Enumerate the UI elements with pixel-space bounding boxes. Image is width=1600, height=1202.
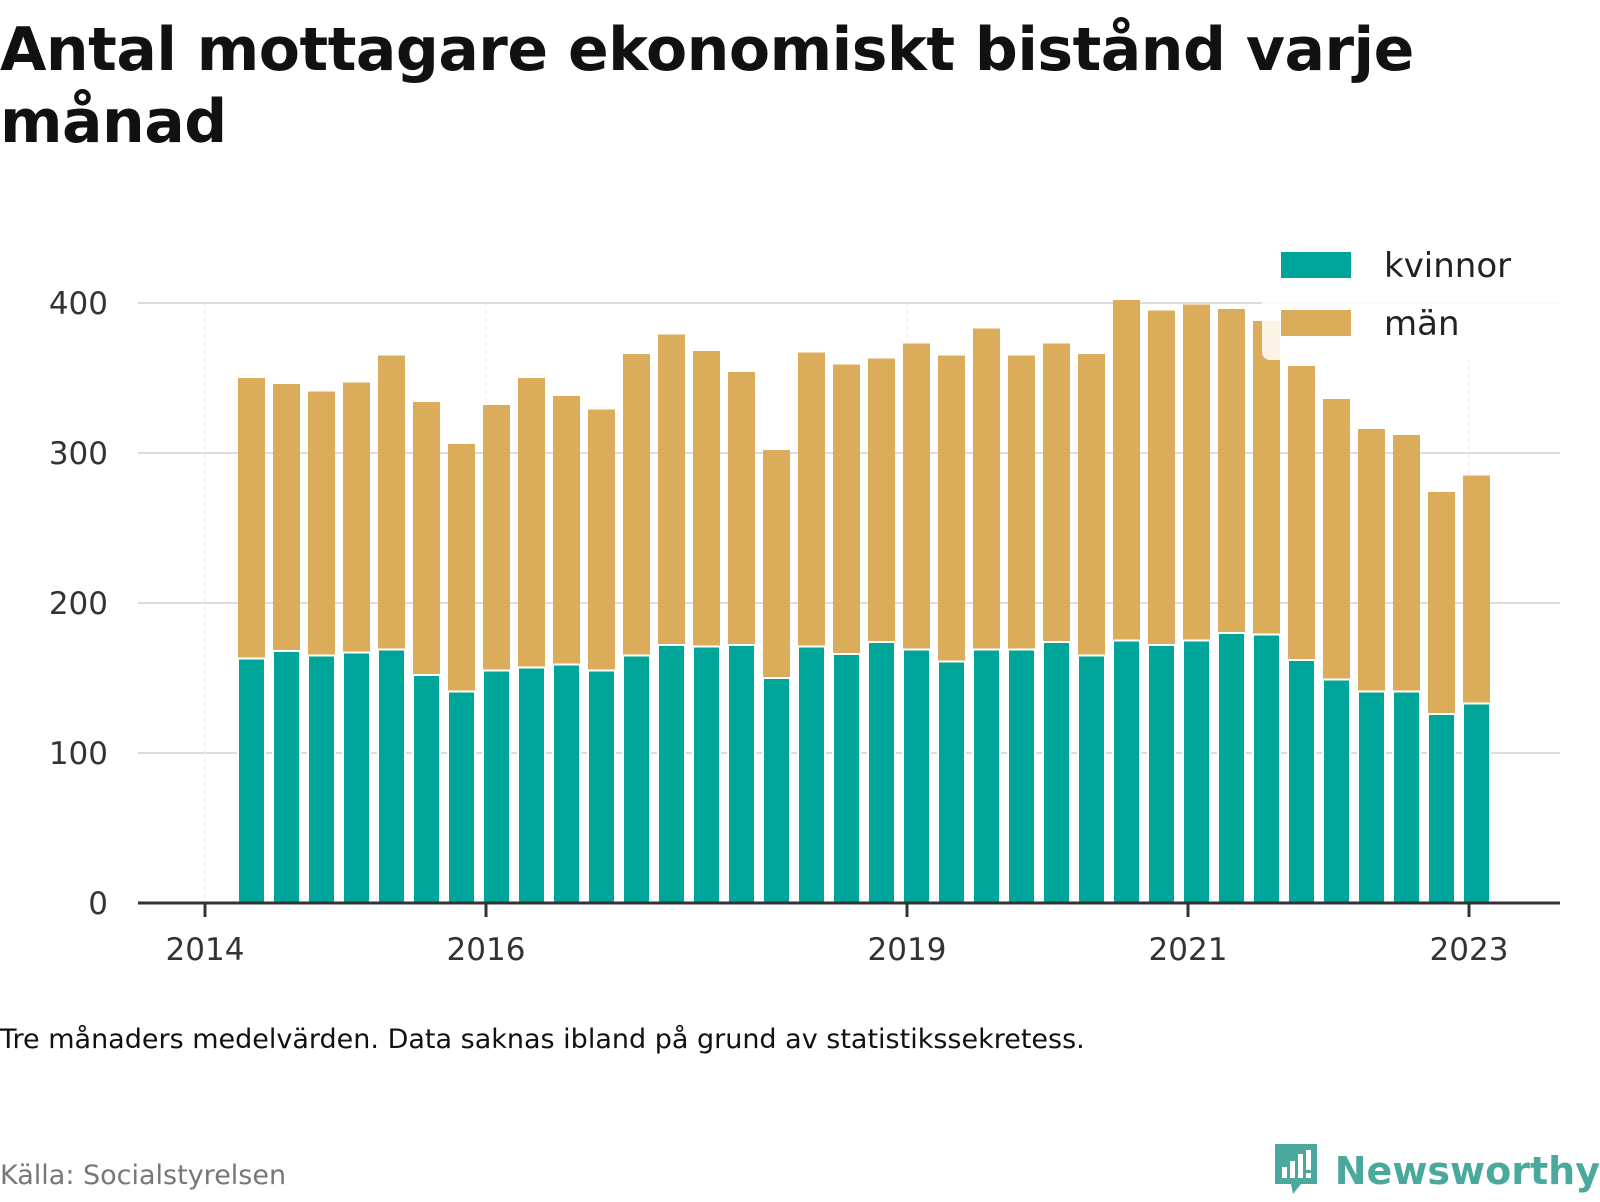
bar-man: [693, 351, 720, 647]
x-tick-label: 2019: [868, 932, 947, 968]
legend: kvinnor män: [1262, 240, 1562, 360]
bar-kvinnor: [867, 641, 896, 904]
bar-man: [623, 354, 650, 656]
brand-name: Newsworthy: [1334, 1149, 1600, 1193]
bar-man: [1428, 492, 1455, 714]
x-tick-label: 2016: [447, 932, 526, 968]
bar-man: [273, 384, 300, 651]
y-tick-label: 200: [49, 586, 108, 622]
bar-kvinnor: [1427, 713, 1456, 904]
bar-man: [903, 343, 930, 650]
legend-swatch-kvinnor: [1281, 252, 1351, 278]
bar-kvinnor: [1182, 639, 1211, 904]
x-tick-label: 2021: [1149, 932, 1228, 968]
bar-man: [1008, 355, 1035, 650]
bar-man: [588, 409, 615, 671]
bar-kvinnor: [657, 644, 686, 904]
bar-man: [308, 391, 335, 656]
bar-kvinnor: [342, 651, 371, 904]
bar-kvinnor: [1147, 644, 1176, 904]
bar-kvinnor: [1392, 690, 1421, 904]
brand-logo: Newsworthy: [1271, 1140, 1600, 1202]
bar-kvinnor: [377, 648, 406, 904]
bar-man: [938, 355, 965, 662]
bar-man: [1463, 475, 1490, 704]
bar-man: [658, 334, 685, 645]
bar-man: [763, 450, 790, 678]
bar-man: [1183, 304, 1210, 641]
bar-kvinnor: [797, 645, 826, 904]
bar-man: [1043, 343, 1070, 642]
newsworthy-logo-icon: [1271, 1140, 1321, 1202]
bar-man: [483, 405, 510, 671]
bar-man: [1148, 310, 1175, 645]
bar-man: [728, 372, 755, 645]
bar-man: [1393, 435, 1420, 692]
x-tick-label: 2023: [1430, 932, 1509, 968]
bar-kvinnor: [1322, 678, 1351, 904]
bar-kvinnor: [552, 663, 581, 904]
x-axis: 2014 2016 2019 2021 2023: [138, 901, 1560, 968]
bar-kvinnor: [237, 657, 266, 904]
legend-label-kvinnor: kvinnor: [1384, 246, 1511, 286]
bar-man: [833, 364, 860, 654]
bar-kvinnor: [622, 654, 651, 904]
bar-man: [868, 358, 895, 642]
x-tick-label: 2014: [166, 932, 245, 968]
bar-kvinnor: [412, 674, 441, 904]
bar-kvinnor: [937, 660, 966, 904]
bar-kvinnor: [1112, 639, 1141, 904]
bar-man: [553, 396, 580, 665]
bar-man: [1113, 300, 1140, 641]
bar-man: [1078, 354, 1105, 656]
bar-kvinnor: [1462, 702, 1491, 904]
bar-man: [1218, 309, 1245, 633]
bar-man: [518, 378, 545, 668]
bar-man: [1358, 429, 1385, 692]
y-axis-ticks: 0 100 200 300 400: [49, 286, 108, 922]
chart-title: Antal mottagare ekonomiskt bistånd varje…: [0, 15, 1414, 157]
y-tick-label: 400: [49, 286, 108, 322]
bar-kvinnor: [1287, 659, 1316, 904]
legend-label-man: män: [1384, 304, 1460, 344]
bar-kvinnor: [272, 650, 301, 904]
bar-kvinnor: [447, 690, 476, 904]
bar-man: [343, 382, 370, 653]
bar-kvinnor: [762, 677, 791, 904]
bar-kvinnor: [1252, 633, 1281, 904]
y-tick-label: 100: [49, 736, 108, 772]
y-tick-label: 0: [88, 886, 108, 922]
bar-man: [1288, 366, 1315, 660]
bar-kvinnor: [832, 653, 861, 904]
bar-kvinnor: [902, 648, 931, 904]
bar-kvinnor: [1007, 648, 1036, 904]
bar-man: [973, 328, 1000, 650]
bar-kvinnor: [1077, 654, 1106, 904]
bar-man: [448, 444, 475, 692]
bar-man: [1323, 399, 1350, 680]
bar-kvinnor: [1217, 632, 1246, 904]
bar-man: [798, 352, 825, 647]
bar-man: [413, 402, 440, 675]
bar-kvinnor: [692, 645, 721, 904]
stacked-bar-chart: 0 100 200 300 400 2014 2016 2019 2021 2023 kvinn…: [48, 240, 1562, 968]
bar-kvinnor: [587, 669, 616, 904]
bar-kvinnor: [972, 648, 1001, 904]
legend-swatch-man: [1281, 310, 1351, 336]
bar-man: [1253, 321, 1280, 635]
chart-note: Tre månaders medelvärden. Data saknas ib…: [0, 1024, 1085, 1055]
bar-kvinnor: [1357, 690, 1386, 904]
bar-kvinnor: [517, 666, 546, 904]
bar-kvinnor: [307, 654, 336, 904]
bar-man: [378, 355, 405, 650]
bar-man: [238, 378, 265, 659]
bar-kvinnor: [727, 644, 756, 904]
bar-kvinnor: [1042, 641, 1071, 904]
bars: [237, 300, 1491, 904]
y-tick-label: 300: [49, 436, 108, 472]
bar-kvinnor: [482, 669, 511, 904]
source-label: Källa: Socialstyrelsen: [0, 1160, 287, 1191]
